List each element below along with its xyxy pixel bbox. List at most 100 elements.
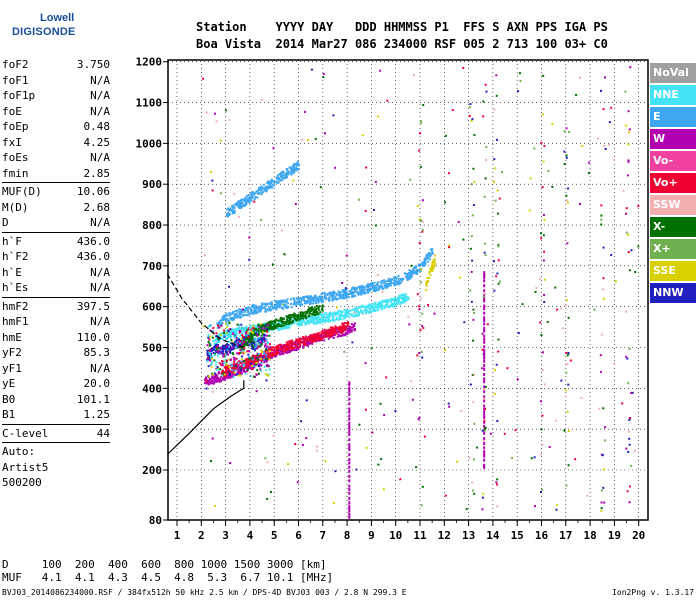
echo-point — [279, 302, 282, 305]
echo-point — [399, 282, 402, 285]
echo-point — [301, 320, 304, 323]
noise-point — [482, 100, 485, 103]
echo-point — [281, 321, 284, 324]
echo-point — [386, 306, 389, 309]
noise-point — [600, 507, 603, 510]
noise-point — [377, 463, 380, 466]
echo-point — [351, 293, 354, 296]
echo-point — [307, 344, 310, 347]
echo-point — [391, 303, 394, 306]
streak-point — [483, 307, 486, 311]
echo-point — [247, 360, 250, 363]
echo-point — [395, 298, 398, 301]
echo-point — [279, 179, 282, 182]
echo-point — [386, 280, 389, 283]
echo-point — [389, 300, 392, 303]
noise-point — [211, 390, 214, 393]
echo-point — [279, 349, 282, 352]
noise-point — [628, 128, 631, 131]
echo-point — [415, 270, 418, 273]
echo-point — [214, 377, 217, 380]
noise-point — [341, 281, 344, 284]
echo-point — [206, 352, 209, 355]
noise-point — [486, 323, 489, 326]
echo-point — [409, 274, 412, 277]
streak-point — [348, 414, 351, 418]
noise-point — [554, 286, 557, 289]
echo-point — [260, 306, 263, 309]
echo-point — [414, 265, 417, 268]
param-separator — [2, 182, 110, 183]
echo-point — [235, 342, 238, 345]
echo-point — [280, 348, 283, 351]
echo-point — [238, 346, 241, 349]
echo-point — [304, 300, 307, 303]
echo-point — [235, 339, 238, 342]
echo-point — [317, 316, 320, 319]
noise-point — [543, 293, 546, 296]
echo-point — [213, 339, 216, 342]
echo-point — [277, 180, 280, 183]
echo-point — [250, 337, 253, 340]
echo-point — [270, 320, 273, 323]
echo-point — [250, 364, 253, 367]
echo-point — [235, 357, 238, 360]
echo-point — [265, 338, 268, 341]
echo-point — [276, 347, 279, 350]
echo-point — [237, 368, 240, 371]
streak-point — [348, 421, 351, 425]
echo-point — [344, 331, 347, 334]
echo-point — [311, 296, 314, 299]
echo-point — [383, 283, 386, 286]
echo-point — [380, 282, 383, 285]
echo-point — [331, 327, 334, 330]
echo-point — [299, 303, 302, 306]
echo-point — [225, 321, 228, 324]
echo-point — [347, 327, 350, 330]
noise-point — [301, 138, 304, 141]
echo-point — [264, 303, 267, 306]
echo-point — [257, 310, 260, 313]
echo-point — [213, 381, 216, 384]
echo-point — [282, 307, 285, 310]
echo-point — [320, 333, 323, 336]
echo-point — [319, 318, 322, 321]
noise-point — [228, 285, 231, 288]
echo-point — [341, 325, 344, 328]
noise-point — [468, 456, 471, 459]
echo-point — [231, 344, 234, 347]
echo-point — [238, 341, 241, 344]
echo-point — [400, 297, 403, 300]
noise-point — [602, 246, 605, 249]
echo-point — [289, 346, 292, 349]
echo-point — [350, 323, 353, 326]
echo-point — [368, 287, 371, 290]
echo-point — [244, 371, 247, 374]
noise-point — [447, 402, 450, 405]
noise-point — [292, 179, 295, 182]
noise-point — [422, 326, 425, 329]
echo-point — [262, 306, 265, 309]
echo-point — [334, 314, 337, 317]
echo-point — [323, 321, 326, 324]
echo-point — [401, 280, 404, 283]
streak-point — [348, 448, 351, 452]
echo-point — [249, 367, 252, 370]
noise-point — [448, 246, 451, 249]
noise-point — [604, 439, 607, 442]
echo-point — [346, 293, 349, 296]
echo-point — [264, 326, 267, 329]
noise-point — [540, 453, 543, 456]
y-tick-label: 800 — [142, 219, 162, 232]
streak-point — [483, 318, 486, 322]
echo-point — [207, 333, 210, 336]
noise-point — [627, 110, 630, 113]
echo-point — [256, 355, 259, 358]
echo-point — [302, 344, 305, 347]
echo-point — [394, 281, 397, 284]
streak-point — [483, 385, 486, 389]
echo-point — [301, 303, 304, 306]
echo-point — [284, 348, 287, 351]
echo-point — [282, 300, 285, 303]
echo-point — [332, 313, 335, 316]
